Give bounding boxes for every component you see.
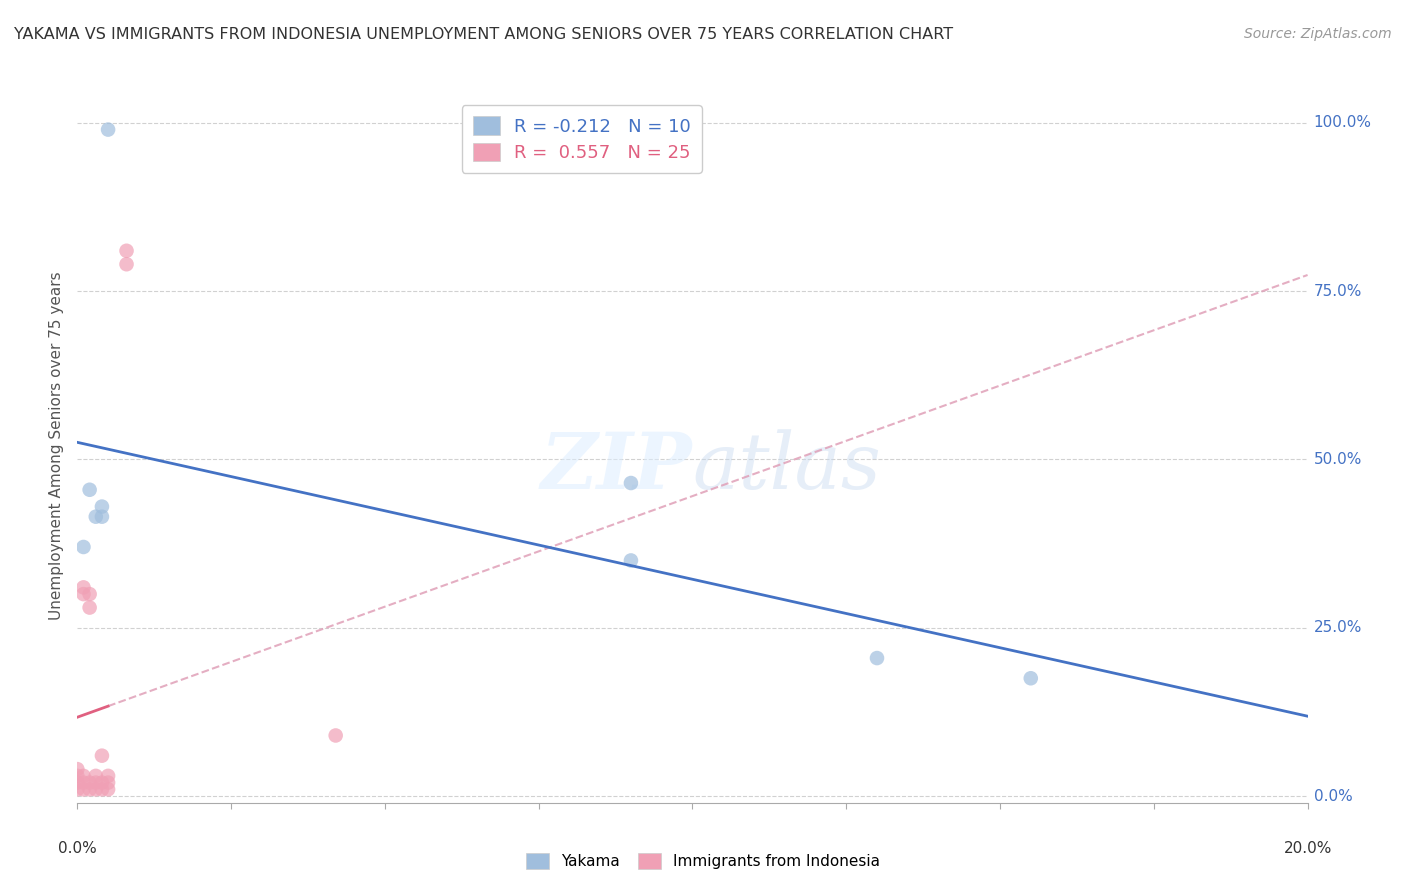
Text: atlas: atlas [693, 429, 882, 506]
Point [79, 782, 101, 797]
Point [66, 769, 89, 783]
Y-axis label: Unemployment Among Seniors over 75 years: Unemployment Among Seniors over 75 years [49, 272, 65, 620]
Point [72, 540, 94, 554]
Point [66, 762, 89, 776]
Text: YAKAMA VS IMMIGRANTS FROM INDONESIA UNEMPLOYMENT AMONG SENIORS OVER 75 YEARS COR: YAKAMA VS IMMIGRANTS FROM INDONESIA UNEM… [14, 27, 953, 42]
Point [66, 775, 89, 789]
Point [620, 476, 643, 491]
Text: Source: ZipAtlas.com: Source: ZipAtlas.com [1244, 27, 1392, 41]
Point [79, 587, 101, 601]
Point [72, 769, 94, 783]
Point [97, 775, 120, 789]
Point [97, 782, 120, 797]
Point [84, 509, 107, 524]
Point [79, 600, 101, 615]
Point [90, 748, 114, 763]
Point [84, 769, 107, 783]
Point [79, 483, 101, 497]
Point [84, 775, 107, 789]
Point [97, 769, 120, 783]
Point [115, 244, 138, 258]
Point [1019, 671, 1042, 685]
Legend: Yakama, Immigrants from Indonesia: Yakama, Immigrants from Indonesia [520, 847, 886, 875]
Text: 25.0%: 25.0% [1313, 620, 1362, 635]
Point [72, 587, 94, 601]
Point [72, 580, 94, 594]
Point [84, 782, 107, 797]
Point [66, 782, 89, 797]
Text: 20.0%: 20.0% [1284, 841, 1331, 855]
Text: 0.0%: 0.0% [1313, 789, 1353, 804]
Point [72, 782, 94, 797]
Text: ZIP: ZIP [541, 429, 693, 506]
Point [620, 553, 643, 567]
Point [90, 775, 114, 789]
Text: 50.0%: 50.0% [1313, 452, 1362, 467]
Point [72, 775, 94, 789]
Text: 75.0%: 75.0% [1313, 284, 1362, 299]
Point [97, 122, 120, 136]
Point [90, 782, 114, 797]
Point [866, 651, 889, 665]
Text: 0.0%: 0.0% [58, 841, 97, 855]
Point [90, 500, 114, 514]
Point [90, 509, 114, 524]
Point [79, 775, 101, 789]
Legend: R = -0.212   N = 10, R =  0.557   N = 25: R = -0.212 N = 10, R = 0.557 N = 25 [461, 105, 702, 173]
Text: 100.0%: 100.0% [1313, 115, 1372, 130]
Point [325, 729, 347, 743]
Point [115, 257, 138, 271]
